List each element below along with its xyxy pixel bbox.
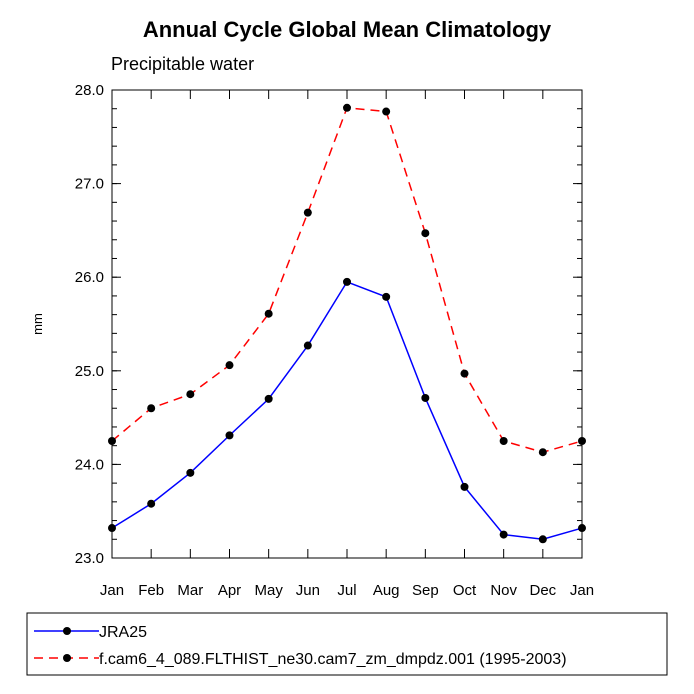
x-tick-label: Aug: [373, 582, 400, 599]
series-0-point: [186, 468, 195, 477]
series-1-point: [303, 208, 312, 217]
x-tick-label: Mar: [177, 582, 203, 599]
series-0-point: [460, 482, 469, 491]
legend-label-1: f.cam6_4_089.FLTHIST_ne30.cam7_zm_dmpdz.…: [99, 651, 567, 668]
series-1-point: [264, 309, 273, 318]
series-0-point: [578, 524, 586, 533]
x-tick-label: Feb: [138, 582, 164, 599]
x-tick-label: Jul: [337, 582, 356, 599]
series-0-point: [499, 530, 508, 539]
legend: JRA25 f.cam6_4_089.FLTHIST_ne30.cam7_zm_d…: [34, 624, 567, 668]
series-0-point: [382, 292, 391, 301]
series-0-point: [147, 499, 156, 508]
series-0-point: [421, 393, 430, 402]
series-1-point: [538, 448, 547, 457]
series-1-point: [147, 404, 156, 413]
legend-marker-1: [63, 654, 71, 662]
x-tick-label: Sep: [412, 582, 439, 599]
legend-box: [26, 612, 668, 676]
series-1-point: [460, 369, 469, 378]
series-0-point: [225, 431, 234, 440]
x-tick-label: Jan: [100, 582, 124, 599]
series-0-point: [538, 535, 547, 544]
x-tick-label: Oct: [453, 582, 477, 599]
chart-title: Annual Cycle Global Mean Climatology: [143, 17, 552, 42]
series-1-point: [499, 437, 508, 445]
y-tick-label: 23.0: [75, 550, 104, 567]
series-line-0: [111, 280, 583, 541]
series-1-point: [421, 229, 430, 238]
y-tick-label: 27.0: [75, 176, 104, 193]
series-group: [108, 103, 586, 544]
x-tick-label: Jan: [570, 582, 594, 599]
series-1-point: [108, 437, 116, 445]
x-tick-label: Jun: [296, 582, 320, 599]
x-tick-label: May: [254, 582, 283, 599]
series-1-point: [578, 437, 586, 445]
y-axis-label: mm: [30, 313, 45, 335]
series-0-point: [264, 394, 273, 403]
series-1-point: [382, 107, 391, 116]
series-0-point: [108, 524, 116, 533]
series-1-point: [343, 103, 351, 112]
y-tick-label: 24.0: [75, 456, 104, 473]
series-0-point: [343, 277, 351, 286]
y-tick-label: 25.0: [75, 363, 104, 380]
y-tick-label: 28.0: [75, 82, 104, 99]
axes: 23.0 24.0 25.0 26.0 27.0 28.0 Jan Feb Mar Apr May J…: [75, 82, 594, 599]
y-tick-label: 26.0: [75, 269, 104, 286]
x-tick-label: Nov: [490, 582, 517, 599]
series-1-point: [225, 361, 234, 370]
x-tick-label: Apr: [218, 582, 241, 599]
series-1-point: [186, 390, 195, 399]
legend-label-0: JRA25: [99, 624, 147, 641]
legend-marker-0: [63, 627, 71, 635]
series-0-point: [303, 341, 312, 350]
plot-frame: [111, 89, 583, 559]
chart-subtitle: Precipitable water: [111, 54, 254, 74]
x-tick-label: Dec: [529, 582, 556, 599]
